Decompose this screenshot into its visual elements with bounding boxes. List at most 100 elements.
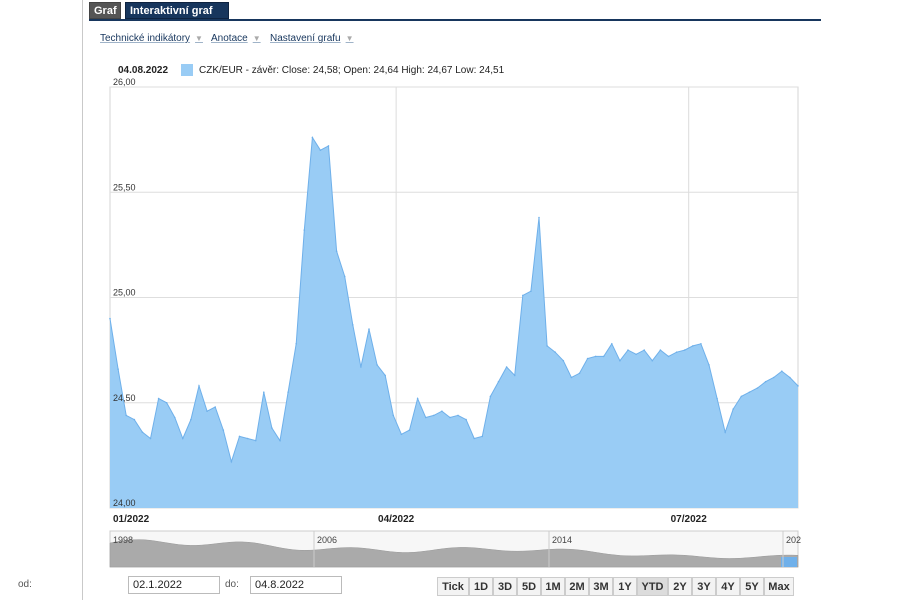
y-tick-label: 25,50 bbox=[113, 182, 136, 192]
data-point bbox=[230, 460, 233, 463]
tab-graf[interactable]: Graf bbox=[89, 2, 121, 19]
data-point bbox=[352, 324, 354, 326]
data-point bbox=[190, 418, 192, 421]
zoom-button-2m[interactable]: 2M bbox=[565, 577, 589, 596]
data-point bbox=[109, 317, 111, 320]
navigator-label: 1998 bbox=[113, 535, 133, 545]
data-point bbox=[667, 355, 670, 358]
data-point bbox=[594, 355, 597, 358]
data-point bbox=[627, 349, 629, 351]
data-point bbox=[465, 418, 467, 421]
navigator-label: 202 bbox=[786, 535, 801, 545]
data-point bbox=[165, 402, 168, 404]
chart-panel: Graf Interaktivní graf Technické indikát… bbox=[82, 0, 821, 600]
data-point bbox=[538, 216, 540, 219]
data-point bbox=[376, 364, 378, 366]
data-point bbox=[416, 397, 419, 400]
zoom-button-1d[interactable]: 1D bbox=[469, 577, 493, 596]
zoom-button-tick[interactable]: Tick bbox=[437, 577, 469, 596]
zoom-button-1m[interactable]: 1M bbox=[541, 577, 565, 596]
data-point bbox=[797, 385, 799, 387]
data-point bbox=[781, 370, 783, 373]
data-point bbox=[303, 229, 306, 231]
menu-technical-indicators-label: Technické indikátory bbox=[100, 33, 191, 44]
tab-interactive-chart[interactable]: Interaktivní graf bbox=[125, 2, 229, 19]
data-point bbox=[335, 250, 338, 252]
zoom-button-1y[interactable]: 1Y bbox=[613, 577, 637, 596]
data-point bbox=[360, 366, 362, 368]
data-point bbox=[700, 343, 702, 345]
y-tick-label: 25,00 bbox=[113, 288, 136, 298]
data-point bbox=[473, 437, 476, 440]
data-point bbox=[400, 433, 403, 436]
data-point bbox=[149, 437, 152, 440]
data-point bbox=[651, 359, 654, 362]
navigator-label: 2014 bbox=[552, 535, 572, 545]
data-point bbox=[764, 380, 767, 383]
navigator-selection[interactable] bbox=[781, 557, 797, 567]
data-point bbox=[611, 343, 613, 345]
chart-series bbox=[109, 135, 799, 508]
zoom-button-5d[interactable]: 5D bbox=[517, 577, 541, 596]
data-point bbox=[424, 416, 427, 419]
data-point bbox=[530, 290, 532, 293]
zoom-button-3m[interactable]: 3M bbox=[589, 577, 613, 596]
data-point bbox=[246, 437, 249, 440]
zoom-button-3y[interactable]: 3Y bbox=[692, 577, 716, 596]
navigator: 1998 2006 2014 202 bbox=[109, 530, 801, 568]
to-label: do: bbox=[225, 579, 239, 590]
menu-chart-settings[interactable]: Nastavení grafu ▼ bbox=[270, 33, 354, 44]
legend-swatch bbox=[181, 64, 193, 76]
data-point bbox=[141, 431, 144, 434]
zoom-button-5y[interactable]: 5Y bbox=[740, 577, 764, 596]
data-point bbox=[222, 429, 225, 431]
zoom-button-max[interactable]: Max bbox=[764, 577, 794, 596]
data-point bbox=[392, 414, 395, 417]
x-axis: 01/2022 04/2022 07/2022 bbox=[113, 514, 707, 525]
y-tick-label: 24,00 bbox=[113, 498, 136, 508]
data-point bbox=[319, 149, 322, 151]
navigator-series bbox=[109, 539, 799, 568]
to-date-input[interactable]: 04.8.2022 bbox=[250, 576, 342, 594]
from-label: od: bbox=[18, 579, 32, 590]
data-point bbox=[586, 357, 589, 360]
data-point bbox=[756, 387, 759, 389]
zoom-button-3d[interactable]: 3D bbox=[493, 577, 517, 596]
data-point bbox=[619, 359, 621, 362]
data-point bbox=[481, 435, 484, 438]
zoom-button-4y[interactable]: 4Y bbox=[716, 577, 740, 596]
data-point bbox=[449, 416, 451, 419]
data-point bbox=[732, 408, 734, 410]
zoom-button-ytd[interactable]: YTD bbox=[637, 577, 668, 596]
data-point bbox=[497, 380, 500, 383]
series-area bbox=[110, 137, 798, 508]
data-point bbox=[748, 391, 751, 394]
data-point bbox=[457, 414, 459, 417]
menu-technical-indicators[interactable]: Technické indikátory ▼ bbox=[100, 33, 203, 44]
tab-underline bbox=[89, 19, 821, 21]
data-point bbox=[692, 345, 694, 347]
menu-annotations[interactable]: Anotace ▼ bbox=[211, 33, 261, 44]
data-point bbox=[214, 406, 216, 408]
data-point bbox=[368, 328, 370, 330]
data-point bbox=[522, 294, 524, 297]
y-axis: 24,00 24,50 25,00 25,50 26,00 bbox=[113, 77, 136, 508]
data-point bbox=[206, 410, 208, 413]
navigator-label: 2006 bbox=[317, 535, 337, 545]
data-point bbox=[182, 437, 184, 440]
data-point bbox=[513, 374, 516, 377]
data-point bbox=[683, 349, 686, 351]
data-point bbox=[327, 145, 330, 147]
data-point bbox=[408, 429, 411, 431]
legend-text: CZK/EUR - závěr: Close: 24,58; Open: 24,… bbox=[199, 65, 505, 76]
data-point bbox=[343, 275, 346, 278]
data-point bbox=[554, 351, 556, 354]
data-point bbox=[238, 435, 241, 438]
x-tick-label: 04/2022 bbox=[378, 514, 415, 525]
legend-date: 04.08.2022 bbox=[118, 65, 169, 76]
zoom-button-2y[interactable]: 2Y bbox=[668, 577, 692, 596]
data-point bbox=[570, 376, 573, 379]
from-date-input[interactable]: 02.1.2022 bbox=[128, 576, 220, 594]
y-tick-label: 24,50 bbox=[113, 393, 136, 403]
